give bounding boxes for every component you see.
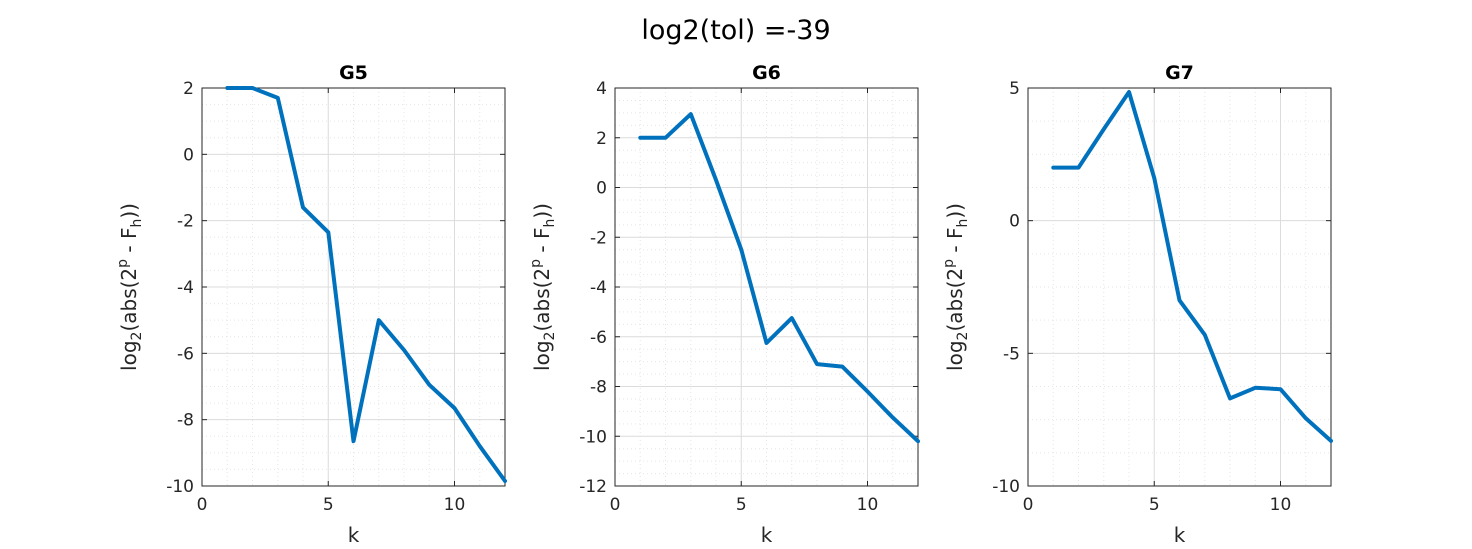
chart3-xtick-label: 10 (1270, 495, 1292, 515)
chart3-xtick-label: 0 (1023, 495, 1034, 515)
chart3-ylabel: log2(abs(2p - Fh)) (941, 203, 971, 371)
chart3-ytick-label: -10 (992, 477, 1020, 497)
chart2-ytick-label: 0 (596, 179, 607, 199)
chart1-series-line (225, 86, 507, 483)
chart1-ytick-label: -2 (177, 212, 194, 232)
chart2: 0 5 10 -12 -10 -8 -6 -4 -2 0 2 4 G6 k log2(abs(2p - Fh… (528, 62, 920, 547)
chart2-xtick-label: 10 (857, 495, 879, 515)
chart1-ytick-label: -10 (166, 477, 194, 497)
chart3-major-grid (1027, 87, 1331, 487)
chart1-ytick-label: -4 (177, 278, 194, 298)
chart2-xtick-label: 5 (736, 495, 747, 515)
chart1: 0 5 10 -10 -8 -6 -4 -2 0 2 G5 k log2(abs(2p - Fh)) (115, 62, 507, 547)
chart1-ytick-label: 0 (183, 145, 194, 165)
chart3-ytick-label: 0 (1009, 212, 1020, 232)
chart2-ytick-label: -6 (590, 328, 607, 348)
chart3-ytick-label: 5 (1009, 79, 1020, 99)
chart2-major-grid (614, 87, 918, 487)
chart1-xtick-label: 0 (197, 495, 208, 515)
chart3-ytick-label: -5 (1003, 344, 1020, 364)
chart1-title: G5 (339, 62, 368, 84)
chart2-xtick-label: 0 (610, 495, 621, 515)
chart3: 0 5 10 -10 -5 0 5 G7 k log2(abs(2p - Fh)) (941, 62, 1333, 547)
chart1-ytick-label: -8 (177, 411, 194, 431)
chart2-xlabel: k (761, 523, 773, 547)
chart1-xlabel: k (348, 523, 360, 547)
chart3-axes-frame (1027, 87, 1332, 487)
chart1-ytick-label: 2 (183, 79, 194, 99)
subplots: 0 5 10 -10 -8 -6 -4 -2 0 2 G5 k log2(abs(2p - Fh)) 0 5… (115, 62, 1333, 547)
chart1-ytick-label: -6 (177, 344, 194, 364)
chart2-title: G6 (752, 62, 781, 84)
chart2-ytick-label: -4 (590, 278, 607, 298)
chart3-series-line (1051, 90, 1333, 443)
chart1-ylabel: log2(abs(2p - Fh)) (115, 203, 145, 371)
chart2-ytick-label: -8 (590, 378, 607, 398)
chart1-xtick-label: 10 (444, 495, 466, 515)
chart3-minor-grid (1028, 88, 1332, 486)
figure-title: log2(tol) =-39 (641, 15, 830, 46)
chart2-ylabel: log2(abs(2p - Fh)) (528, 203, 558, 371)
chart2-ytick-label: -2 (590, 228, 607, 248)
chart2-ytick-label: 4 (596, 79, 607, 99)
chart1-xtick-label: 5 (323, 495, 334, 515)
chart2-series-line (638, 112, 920, 444)
chart3-title: G7 (1165, 62, 1194, 84)
chart2-ytick-label: 2 (596, 129, 607, 149)
chart2-ytick-label: -12 (579, 477, 607, 497)
chart2-ytick-label: -10 (579, 427, 607, 447)
chart3-xlabel: k (1174, 523, 1186, 547)
chart3-xtick-label: 5 (1149, 495, 1160, 515)
